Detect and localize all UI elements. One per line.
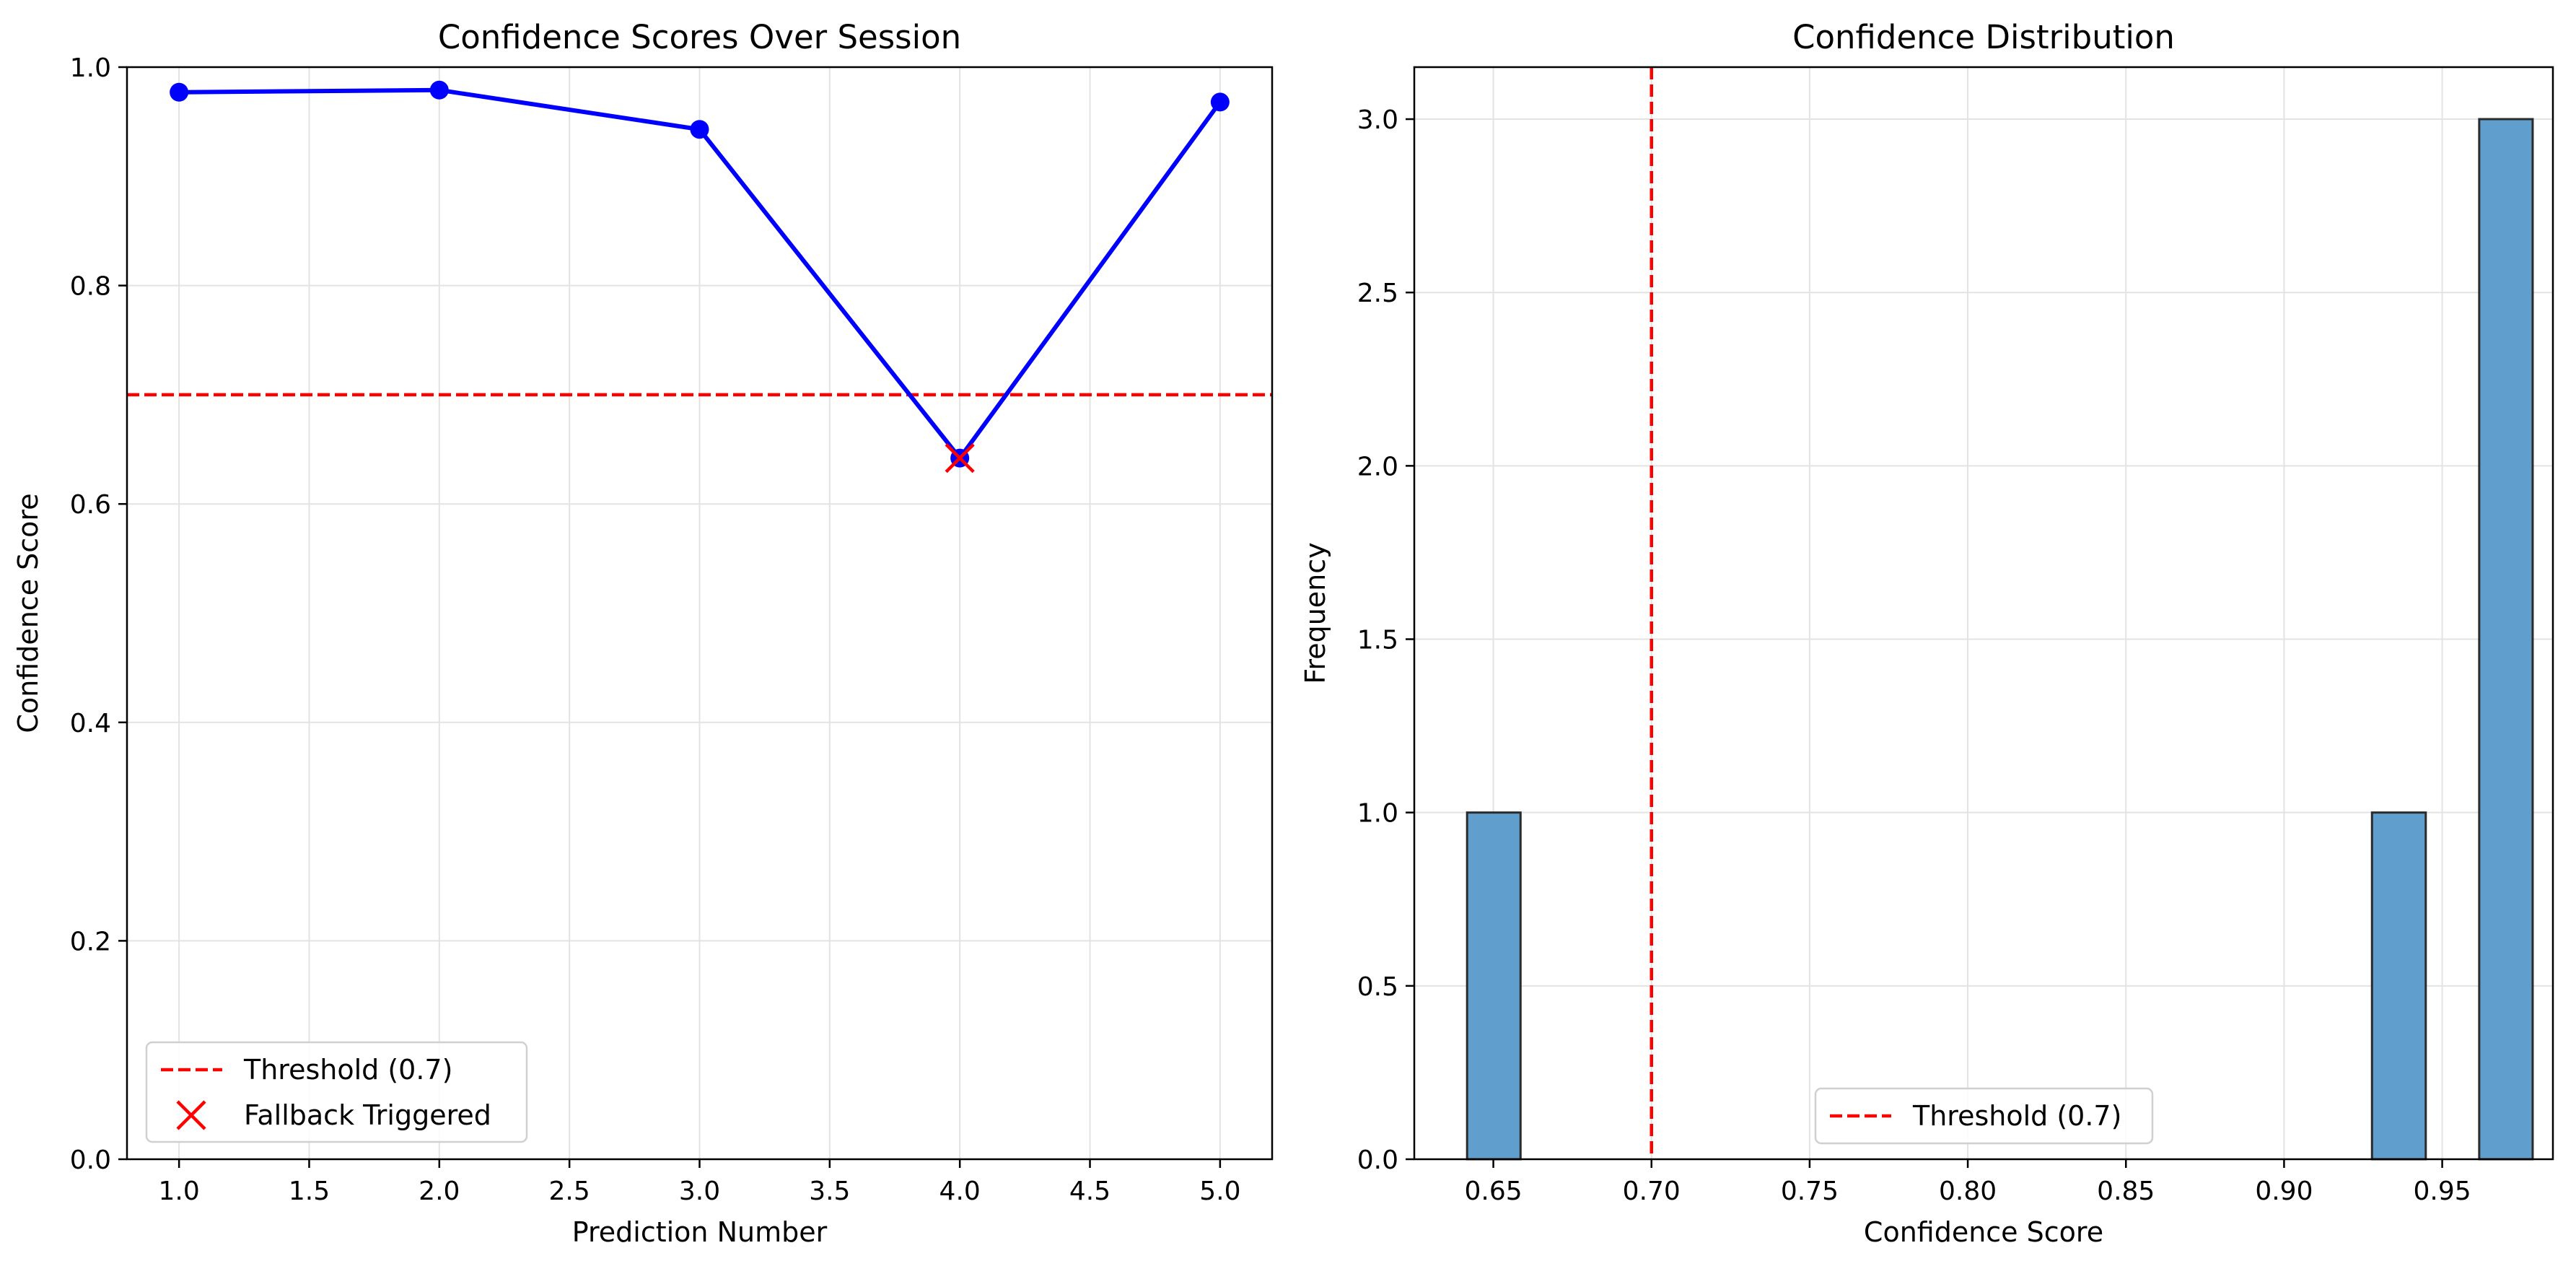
histogram-bar [2478, 118, 2534, 1161]
chart-title: Confidence Scores Over Session [438, 18, 961, 56]
x-axis-label: Confidence Score [1864, 1216, 2103, 1248]
x-tick-label: 3.0 [679, 1177, 720, 1206]
legend: Threshold (0.7) Fallback Triggered [145, 1041, 528, 1143]
x-tick-label: 0.75 [1781, 1177, 1839, 1206]
legend-threshold-label: Threshold (0.7) [243, 1054, 452, 1086]
y-tick-label: 0.8 [70, 272, 111, 302]
x-tick-label: 0.90 [2255, 1177, 2313, 1206]
chart-2: 0.65 0.70 0.75 0.80 0.85 0.90 0.95 0.0 0.5 1.0 1.5… [1300, 18, 2554, 1248]
legend: Threshold (0.7) [1814, 1087, 2154, 1145]
data-point [690, 120, 709, 139]
x-tick-label: 2.5 [549, 1177, 590, 1206]
x-tick-label: 0.95 [2414, 1177, 2471, 1206]
data-point [429, 80, 449, 100]
y-tick-label: 0.0 [70, 1146, 111, 1175]
y-tick-label: 3.0 [1357, 105, 1398, 135]
y-tick-label: 0.0 [1357, 1146, 1398, 1175]
legend-box [1814, 1087, 2154, 1145]
x-tick-label: 0.80 [1939, 1177, 1997, 1206]
x-tick-label: 0.70 [1623, 1177, 1681, 1206]
y-tick-label: 0.4 [70, 709, 111, 738]
x-tick-label: 1.0 [159, 1177, 200, 1206]
y-axis-label: Confidence Score [12, 493, 44, 733]
x-tick-label: 4.5 [1069, 1177, 1110, 1206]
legend-box [145, 1041, 528, 1143]
y-tick-label: 0.5 [1357, 972, 1398, 1002]
plot-area [1414, 67, 2553, 1159]
fallback-marker-stroke [945, 443, 975, 474]
y-tick-label: 2.0 [1357, 452, 1398, 481]
histogram-bar [2370, 811, 2427, 1161]
data-point [1210, 92, 1230, 112]
plot-frame [1413, 66, 2554, 1161]
y-tick-label: 1.5 [1357, 626, 1398, 655]
legend-fallback-swatch [176, 1100, 206, 1130]
y-tick-label: 1.0 [1357, 799, 1398, 829]
y-tick-label: 0.6 [70, 490, 111, 520]
x-tick-label: 4.0 [939, 1177, 981, 1206]
x-axis-label: Prediction Number [572, 1216, 828, 1248]
x-tick-label: 5.0 [1199, 1177, 1240, 1206]
y-tick-label: 1.0 [70, 53, 111, 83]
x-tick-label: 2.0 [419, 1177, 460, 1206]
legend-fallback-label: Fallback Triggered [244, 1099, 491, 1131]
histogram-bar [1466, 811, 1522, 1161]
x-tick-label: 1.5 [289, 1177, 330, 1206]
chart-1: 1.0 1.5 2.0 2.5 3.0 3.5 4.0 4.5 5.0 0.0 0.2 0.4 0.6 0… [12, 18, 1274, 1248]
y-tick-label: 2.5 [1357, 279, 1398, 308]
x-tick-label: 0.85 [2097, 1177, 2155, 1206]
y-axis-label: Frequency [1300, 542, 1331, 684]
legend-threshold-label: Threshold (0.7) [1912, 1100, 2121, 1132]
x-tick-label: 0.65 [1465, 1177, 1523, 1206]
legend-fallback-stroke [176, 1100, 206, 1130]
x-tick-label: 3.5 [809, 1177, 850, 1206]
chart-title: Confidence Distribution [1792, 18, 2175, 56]
fallback-marker [945, 443, 975, 474]
data-point [170, 82, 189, 102]
y-tick-label: 0.2 [70, 927, 111, 956]
